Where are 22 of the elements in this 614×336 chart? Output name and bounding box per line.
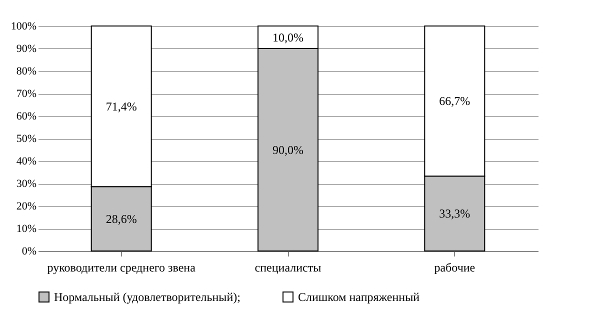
y-tick-label: 70% [16,88,36,100]
y-tick-label: 60% [16,110,36,122]
y-tick-label: 40% [16,156,36,168]
y-tick-label: 30% [16,178,36,190]
data-label: 71,4% [106,99,137,114]
y-tick-label: 80% [16,66,36,78]
data-label: 10,0% [272,30,304,44]
legend-label: Слишком напряженный [298,290,420,304]
data-label: 28,6% [106,212,137,226]
y-tick-label: 90% [16,43,36,55]
y-tick-label: 20% [16,200,36,212]
x-tick-label: руководители среднего звена [47,260,196,274]
data-label: 33,3% [439,206,470,221]
y-tick-label: 10% [16,223,36,235]
y-tick-label: 100% [10,20,36,32]
data-label: 90,0% [272,142,304,157]
x-tick-label: рабочие [434,260,476,274]
y-tick-label: 50% [16,133,36,145]
x-tick-label: специалисты [254,260,322,274]
data-label: 66,7% [439,94,470,108]
legend-label: Нормальный (удовлетворительный); [54,290,240,304]
y-tick-label: 0% [22,246,36,258]
